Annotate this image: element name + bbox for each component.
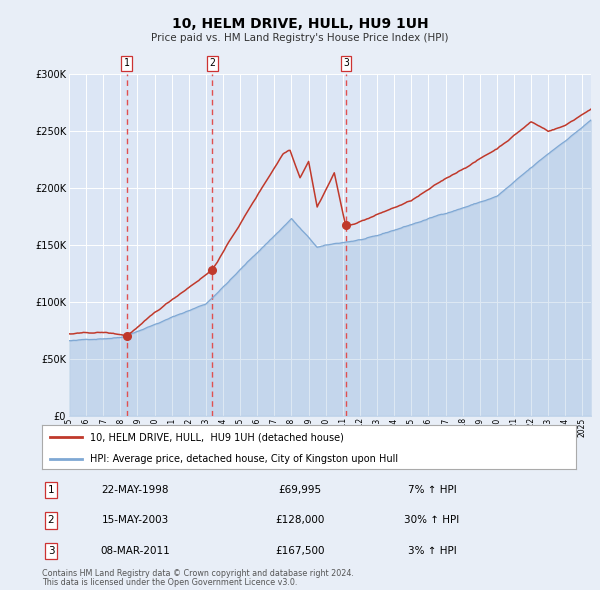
- Text: 1: 1: [47, 485, 55, 494]
- Text: 22-MAY-1998: 22-MAY-1998: [101, 485, 169, 494]
- Text: 3: 3: [343, 58, 349, 68]
- Text: 7% ↑ HPI: 7% ↑ HPI: [407, 485, 457, 494]
- Text: 1: 1: [124, 58, 130, 68]
- Text: £69,995: £69,995: [278, 485, 322, 494]
- Text: 3% ↑ HPI: 3% ↑ HPI: [407, 546, 457, 556]
- Text: 10, HELM DRIVE, HULL, HU9 1UH: 10, HELM DRIVE, HULL, HU9 1UH: [172, 17, 428, 31]
- Text: Contains HM Land Registry data © Crown copyright and database right 2024.: Contains HM Land Registry data © Crown c…: [42, 569, 354, 578]
- Text: 30% ↑ HPI: 30% ↑ HPI: [404, 516, 460, 525]
- Text: This data is licensed under the Open Government Licence v3.0.: This data is licensed under the Open Gov…: [42, 578, 298, 588]
- Text: 2: 2: [209, 58, 215, 68]
- Text: 2: 2: [47, 516, 55, 525]
- Text: £167,500: £167,500: [275, 546, 325, 556]
- Text: 15-MAY-2003: 15-MAY-2003: [101, 516, 169, 525]
- Text: £128,000: £128,000: [275, 516, 325, 525]
- Text: 08-MAR-2011: 08-MAR-2011: [100, 546, 170, 556]
- Text: 3: 3: [47, 546, 55, 556]
- Text: HPI: Average price, detached house, City of Kingston upon Hull: HPI: Average price, detached house, City…: [90, 454, 398, 464]
- Text: Price paid vs. HM Land Registry's House Price Index (HPI): Price paid vs. HM Land Registry's House …: [151, 34, 449, 43]
- Text: 10, HELM DRIVE, HULL,  HU9 1UH (detached house): 10, HELM DRIVE, HULL, HU9 1UH (detached …: [90, 432, 344, 442]
